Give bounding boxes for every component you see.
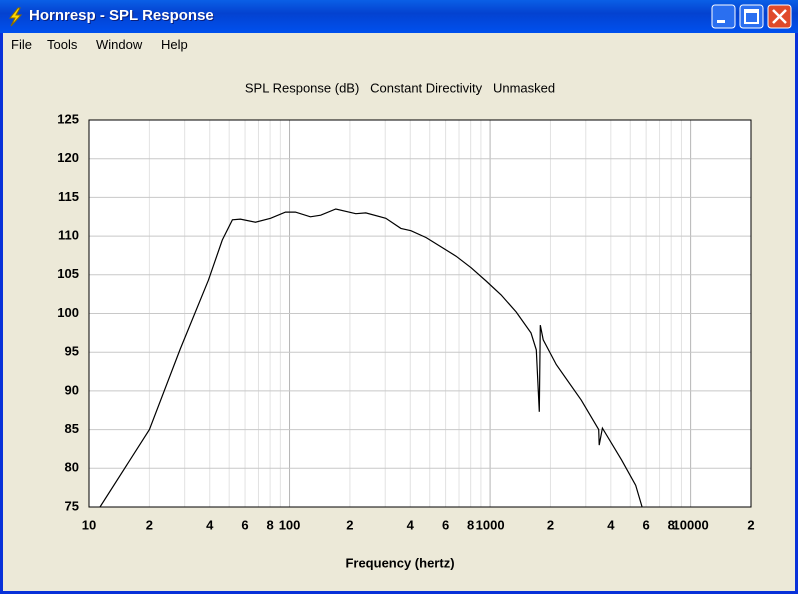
x-tick-label: 4 — [206, 517, 214, 532]
menu-item[interactable]: Tools — [47, 37, 78, 52]
y-tick-label: 115 — [58, 189, 79, 204]
y-tick-label: 85 — [65, 421, 79, 436]
x-tick-label: 2 — [747, 517, 754, 532]
title-bar: Hornresp - SPL Response — [0, 0, 798, 33]
x-tick-label: 2 — [346, 517, 353, 532]
x-tick-label: 100 — [279, 517, 301, 532]
x-tick-label: 1000 — [476, 517, 505, 532]
maximize-button[interactable] — [739, 4, 764, 29]
menu-item[interactable]: File — [11, 37, 32, 52]
app-icon — [8, 7, 23, 27]
plot-border — [88, 119, 752, 508]
y-tick-label: 100 — [57, 305, 79, 320]
x-tick-label: 10000 — [673, 517, 709, 532]
x-tick-label: 6 — [643, 517, 650, 532]
menu-item[interactable]: Window — [96, 37, 143, 52]
y-tick-label: 110 — [58, 228, 79, 243]
x-tick-label: 6 — [442, 517, 449, 532]
spl-curve — [99, 208, 643, 507]
x-tick-label: 6 — [241, 517, 248, 532]
x-tick-label: 4 — [407, 517, 415, 532]
y-tick-label: 95 — [65, 344, 79, 359]
y-tick-label: 90 — [65, 382, 79, 397]
x-axis-label: Frequency (hertz) — [345, 555, 454, 570]
menu-bar: File Tools Window Help — [3, 33, 795, 55]
x-tick-label: 2 — [547, 517, 554, 532]
x-tick-label: 10 — [82, 517, 96, 532]
window-title: Hornresp - SPL Response — [29, 7, 214, 24]
x-tick-label: 8 — [668, 517, 675, 532]
y-tick-label: 125 — [57, 111, 79, 126]
y-tick-label: 105 — [57, 266, 79, 281]
window-controls — [711, 4, 792, 29]
x-tick-label: 8 — [467, 517, 474, 532]
x-tick-label: 8 — [266, 517, 273, 532]
y-tick-label: 80 — [65, 460, 79, 475]
close-button[interactable] — [767, 4, 792, 29]
menu-item[interactable]: Help — [161, 37, 188, 52]
chart-title: SPL Response (dB) Constant Directivity U… — [245, 80, 555, 95]
y-tick-label: 75 — [65, 498, 79, 513]
x-tick-label: 2 — [146, 517, 153, 532]
minimize-button[interactable] — [711, 4, 736, 29]
x-tick-label: 4 — [607, 517, 615, 532]
y-tick-label: 120 — [57, 150, 79, 165]
chart: SPL Response (dB) Constant Directivity U… — [57, 80, 754, 570]
